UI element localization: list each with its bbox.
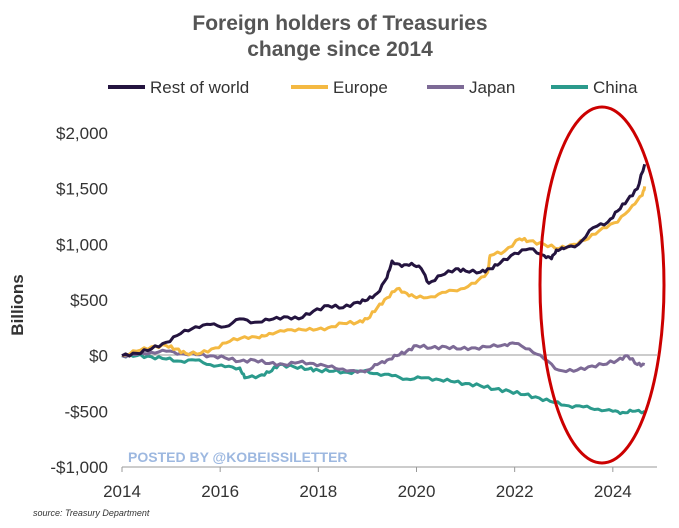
y-tick-label: $500 [70,291,108,310]
series-line-europe [121,186,647,358]
x-tick-label: 2014 [103,482,141,501]
x-tick-label: 2022 [496,482,534,501]
watermark: POSTED BY @KOBEISSILETTER [128,449,348,465]
chart-title-line1: Foreign holders of Treasuries [192,12,487,35]
x-tick-label: 2016 [201,482,239,501]
y-tick-label: $1,000 [56,235,108,254]
legend-label: Japan [469,78,515,97]
series-line-rest-of-world [121,163,647,358]
y-tick-label: $2,000 [56,124,108,143]
series-line-china [121,352,646,416]
series-group [121,163,647,416]
y-tick-label: $1,500 [56,180,108,199]
x-tick-label: 2018 [299,482,337,501]
chart-title-line2: change since 2014 [247,38,433,61]
x-axis: 2014 2016 2018 2020 2022 2024 [103,467,632,501]
legend-label: China [593,78,638,97]
y-tick-label: -$1,000 [50,458,108,477]
legend-label: Europe [333,78,388,97]
legend-label: Rest of world [150,78,249,97]
x-tick-label: 2020 [398,482,436,501]
y-axis-label: Billions [8,274,27,335]
series-line-japan [121,341,646,374]
y-tick-label: $0 [89,347,108,366]
y-tick-label: -$500 [65,402,108,421]
source-note: source: Treasury Department [33,508,150,518]
highlight-ellipse [538,105,666,465]
y-axis: $2,000 $1,500 $1,000 $500 $0 -$500 -$1,000 [50,124,108,477]
legend: Rest of world Europe Japan China [108,78,638,97]
x-tick-label: 2024 [594,482,632,501]
